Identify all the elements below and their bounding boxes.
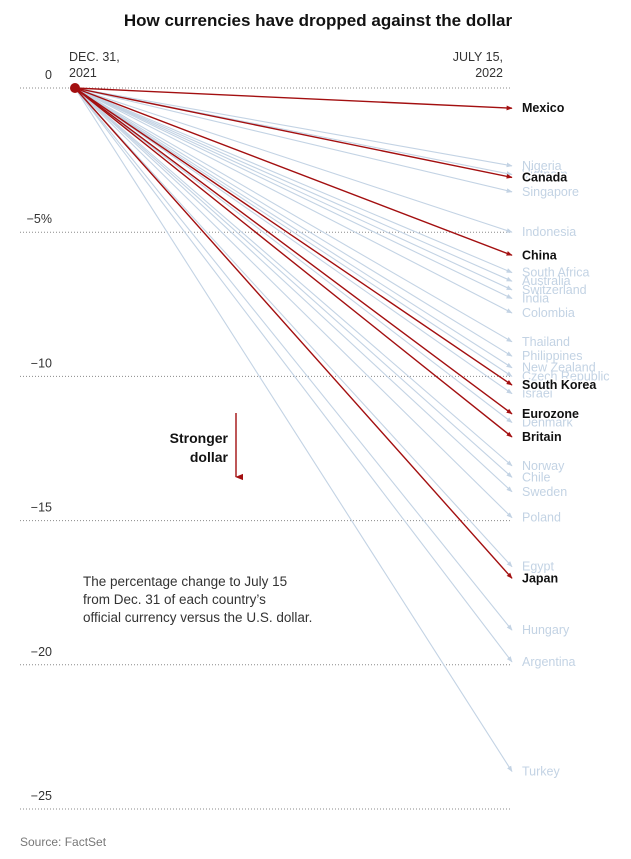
series-label-vietnam: Vietnam: [522, 168, 568, 182]
source-note: Source: FactSet: [20, 835, 107, 849]
series-line-colombia: [74, 87, 513, 314]
series-line-czech-republic: [74, 87, 513, 377]
annotation-line-2: dollar: [190, 449, 229, 465]
series-line-philippines: [74, 87, 513, 357]
series-line-eurozone: [74, 87, 513, 415]
series-line-china: [74, 87, 513, 256]
series-line-new-zealand: [74, 87, 513, 369]
series-line-canada: [74, 87, 513, 179]
series-label-nigeria: Nigeria: [522, 159, 562, 173]
series-line-turkey: [74, 87, 513, 773]
series-line-chile: [74, 87, 513, 478]
series-label-south-africa: South Africa: [522, 266, 589, 280]
series-label-colombia: Colombia: [522, 306, 575, 320]
series-label-new-zealand: New Zealand: [522, 361, 596, 375]
series-label-norway: Norway: [522, 459, 565, 473]
series-line-south-korea: [74, 87, 513, 386]
note-line-3: official currency versus the U.S. dollar…: [83, 610, 312, 625]
annotation-line-1: Stronger: [170, 430, 229, 446]
series-label-hungary: Hungary: [522, 623, 570, 637]
y-tick-label: −15: [31, 501, 52, 515]
series-label-thailand: Thailand: [522, 335, 570, 349]
stronger-dollar-annotation: Stronger dollar: [170, 413, 244, 481]
series-label-eurozone: Eurozone: [522, 407, 579, 421]
series-line-mexico: [74, 87, 513, 111]
series-label-argentina: Argentina: [522, 655, 576, 669]
series-line-singapore: [74, 87, 513, 193]
series-label-south-korea: South Korea: [522, 378, 597, 392]
series-label-australia: Australia: [522, 274, 571, 288]
series-line-thailand: [74, 87, 513, 343]
series-line-sweden: [74, 87, 513, 493]
series-label-singapore: Singapore: [522, 185, 579, 199]
series-line-south-africa: [74, 87, 513, 274]
series-label-israel: Israel: [522, 387, 553, 401]
series-label-chile: Chile: [522, 470, 551, 484]
y-tick-label: −10: [31, 356, 52, 370]
series-label-denmark: Denmark: [522, 416, 573, 430]
series-label-poland: Poland: [522, 511, 561, 525]
series-label-sweden: Sweden: [522, 485, 567, 499]
series-label-egypt: Egypt: [522, 560, 554, 574]
series-label-canada: Canada: [522, 170, 568, 184]
x-label-start-line1: DEC. 31,: [69, 50, 120, 64]
series-label-switzerland: Switzerland: [522, 283, 587, 297]
series-line-india: [74, 87, 513, 300]
series-line-poland: [74, 87, 513, 519]
series-label-india: India: [522, 292, 549, 306]
y-tick-label: 0: [45, 68, 52, 82]
highlighted-series-layer: [74, 87, 513, 579]
origin-point: [70, 83, 80, 93]
series-line-japan: [74, 87, 513, 579]
y-tick-label: −25: [31, 789, 52, 803]
series-line-hungary: [74, 87, 513, 631]
chart-title: How currencies have dropped against the …: [124, 11, 513, 30]
grid-layer: 0 −5% −10 −15 −20 −25: [20, 68, 512, 810]
series-label-philippines: Philippines: [522, 349, 582, 363]
series-label-china: China: [522, 248, 558, 262]
series-line-australia: [74, 87, 513, 282]
y-tick-label: −5%: [27, 212, 52, 226]
background-series-layer: [74, 87, 513, 773]
series-line-egypt: [74, 87, 513, 568]
series-line-britain: [74, 87, 513, 438]
x-label-end-line1: JULY 15,: [453, 50, 503, 64]
series-label-japan: Japan: [522, 571, 558, 585]
series-line-denmark: [74, 87, 513, 423]
series-label-czech-republic: Czech Republic: [522, 369, 610, 383]
series-line-norway: [74, 87, 513, 467]
series-line-argentina: [74, 87, 513, 663]
series-line-israel: [74, 87, 513, 395]
series-line-indonesia: [74, 87, 513, 233]
x-label-start-line2: 2021: [69, 66, 97, 80]
series-line-switzerland: [74, 87, 513, 291]
chart-note: The percentage change to July 15 from De…: [83, 574, 312, 625]
series-label-indonesia: Indonesia: [522, 225, 576, 239]
series-line-nigeria: [74, 87, 513, 168]
series-label-britain: Britain: [522, 430, 562, 444]
series-label-mexico: Mexico: [522, 101, 565, 115]
x-label-end-line2: 2022: [475, 66, 503, 80]
series-label-turkey: Turkey: [522, 765, 560, 779]
note-line-2: from Dec. 31 of each country’s: [83, 592, 266, 607]
y-tick-label: −20: [31, 645, 52, 659]
note-line-1: The percentage change to July 15: [83, 574, 287, 589]
